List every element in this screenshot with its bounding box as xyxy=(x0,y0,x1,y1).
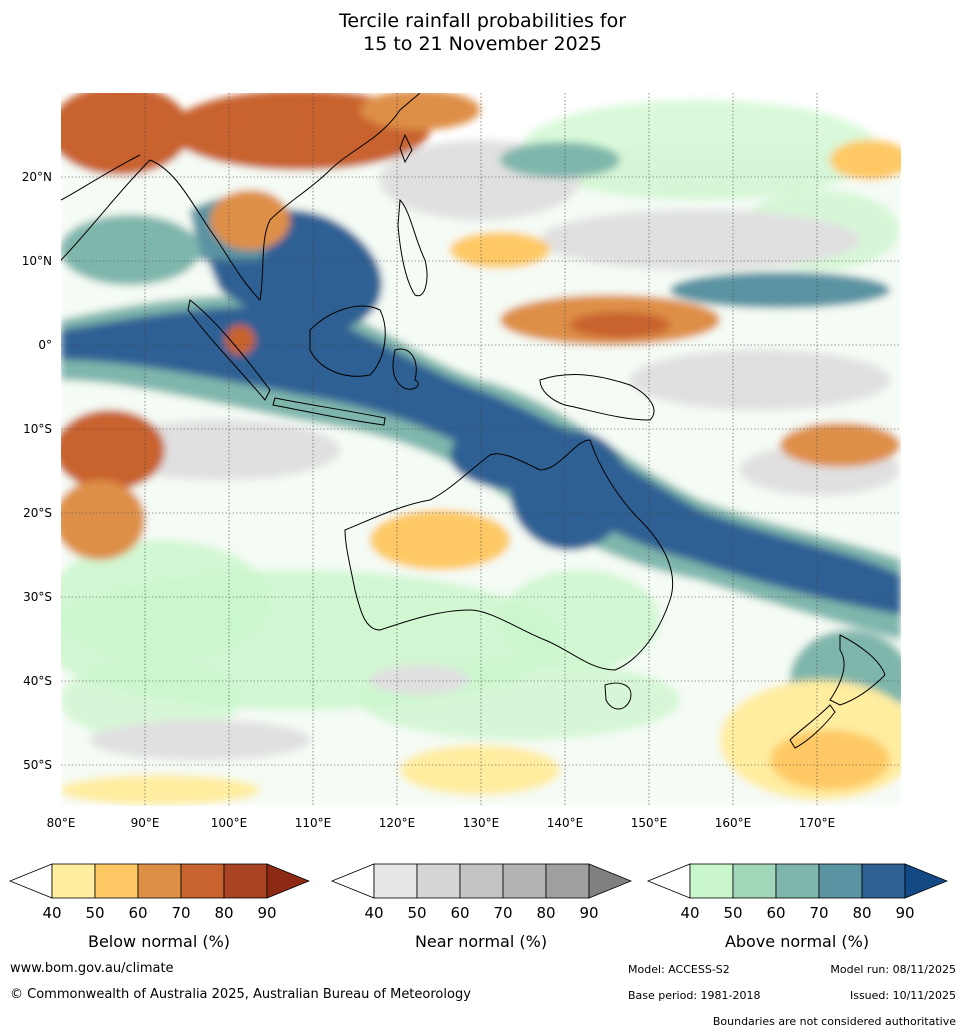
colorbar-tick-label: 50 xyxy=(407,904,427,922)
colorbar-tick-label: 70 xyxy=(493,904,513,922)
lon-label: 160°E xyxy=(715,816,752,830)
lon-label: 80°E xyxy=(47,816,76,830)
colorbar-tick-label: 40 xyxy=(364,904,384,922)
colorbar-tick-label: 40 xyxy=(680,904,700,922)
lon-label: 170°E xyxy=(799,816,836,830)
colorbar-min-arrow xyxy=(330,863,375,899)
model-run-text: Model run: 08/11/2025 xyxy=(830,963,956,976)
map-figure: 20°N 10°N 0° 10°S 20°S 30°S 40°S 50°S 80… xyxy=(22,93,901,830)
lat-label: 0° xyxy=(38,338,52,352)
rainfall-map: 20°N 10°N 0° 10°S 20°S 30°S 40°S 50°S 80… xyxy=(22,93,901,830)
lon-label: 130°E xyxy=(463,816,500,830)
colorbar-segment xyxy=(94,863,139,899)
lon-label: 150°E xyxy=(631,816,668,830)
title-line-2: 15 to 21 November 2025 xyxy=(363,33,602,55)
colorbar-below-normal xyxy=(8,863,310,899)
colorbar-tick-label: 60 xyxy=(450,904,470,922)
colorbar-max-arrow xyxy=(904,863,948,899)
colorbar-segment xyxy=(775,863,820,899)
new-zealand-coastline xyxy=(789,634,886,749)
colorbar-segment xyxy=(180,863,225,899)
sulawesi-coastline xyxy=(392,348,419,390)
lat-label: 40°S xyxy=(23,674,52,688)
legend-title-above-normal: Above normal (%) xyxy=(724,932,870,951)
legend-near-normal: Near normal (%) 40 50 60 70 80 90 xyxy=(330,860,632,955)
colorbar-segment xyxy=(732,863,777,899)
legend-above-normal: Above normal (%) 40 50 60 70 80 90 xyxy=(646,860,948,955)
legend-title-below-normal: Below normal (%) xyxy=(87,932,231,951)
lat-label: 20°N xyxy=(22,170,52,184)
colorbar-tick-label: 80 xyxy=(214,904,234,922)
asia-coastline xyxy=(61,93,421,302)
copyright-text: © Commonwealth of Australia 2025, Austra… xyxy=(10,987,471,1002)
lat-label: 20°S xyxy=(23,506,52,520)
borneo-coastline xyxy=(309,305,386,377)
probability-field xyxy=(61,93,901,806)
issued-text: Issued: 10/11/2025 xyxy=(849,989,956,1002)
colorbar-segment xyxy=(502,863,547,899)
lon-label: 90°E xyxy=(131,816,160,830)
philippines-coastline xyxy=(397,198,428,297)
lon-label: 110°E xyxy=(295,816,332,830)
colorbar-tick-label: 50 xyxy=(723,904,743,922)
colorbar-max-arrow xyxy=(266,863,310,899)
title-line-1: Tercile rainfall probabilities for xyxy=(338,10,627,32)
latitude-labels: 20°N 10°N 0° 10°S 20°S 30°S 40°S 50°S xyxy=(22,170,52,772)
colorbar-segment xyxy=(861,863,906,899)
colorbar-tick-label: 60 xyxy=(766,904,786,922)
longitude-labels: 80°E 90°E 100°E 110°E 120°E 130°E 140°E … xyxy=(47,816,836,830)
australia-coastline xyxy=(344,439,674,671)
lat-label: 10°S xyxy=(23,422,52,436)
colorbar-min-arrow xyxy=(646,863,691,899)
colorbar-tick-label: 60 xyxy=(128,904,148,922)
colorbar-segment xyxy=(689,863,734,899)
lat-label: 30°S xyxy=(23,590,52,604)
lat-label: 50°S xyxy=(23,758,52,772)
colorbar-above-normal xyxy=(646,863,948,899)
colorbar-segment xyxy=(818,863,863,899)
colorbar-segment xyxy=(459,863,504,899)
map-title: Tercile rainfall probabilities for 15 to… xyxy=(0,10,965,56)
graticule xyxy=(61,93,901,806)
legend-title-near-normal: Near normal (%) xyxy=(414,932,548,951)
coastlines xyxy=(61,93,886,749)
lat-label: 10°N xyxy=(22,254,52,268)
colorbar-segment xyxy=(51,863,96,899)
taiwan-coastline xyxy=(399,133,413,164)
colorbar-segment xyxy=(416,863,461,899)
colorbar-tick-label: 90 xyxy=(257,904,277,922)
lon-label: 140°E xyxy=(547,816,584,830)
colorbar-tick-label: 90 xyxy=(895,904,915,922)
colorbar-tick-label: 80 xyxy=(536,904,556,922)
lon-label: 100°E xyxy=(211,816,248,830)
colorbar-tick-label: 80 xyxy=(852,904,872,922)
sumatra-coastline xyxy=(187,299,271,401)
disclaimer-text: Boundaries are not considered authoritat… xyxy=(712,1015,956,1028)
colorbar-near-normal xyxy=(330,863,632,899)
colorbar-segment xyxy=(545,863,590,899)
new-guinea-coastline xyxy=(539,374,655,421)
base-period-text: Base period: 1981-2018 xyxy=(628,989,761,1002)
website-link[interactable]: www.bom.gov.au/climate xyxy=(10,961,174,976)
model-text: Model: ACCESS-S2 xyxy=(628,963,730,976)
colorbar-min-arrow xyxy=(8,863,53,899)
colorbar-segment xyxy=(137,863,182,899)
colorbar-tick-label: 70 xyxy=(171,904,191,922)
colorbar-tick-label: 70 xyxy=(809,904,829,922)
tasmania-coastline xyxy=(604,682,632,710)
colorbar-tick-label: 50 xyxy=(85,904,105,922)
india-coastline xyxy=(61,154,141,201)
legend-below-normal: Below normal (%) 40 50 60 70 80 90 xyxy=(8,860,310,955)
colorbar-segment xyxy=(373,863,418,899)
lon-label: 120°E xyxy=(379,816,416,830)
colorbar-segment xyxy=(223,863,268,899)
java-coastline xyxy=(272,397,386,426)
colorbar-tick-label: 90 xyxy=(579,904,599,922)
colorbar-tick-label: 40 xyxy=(42,904,62,922)
colorbar-max-arrow xyxy=(588,863,632,899)
